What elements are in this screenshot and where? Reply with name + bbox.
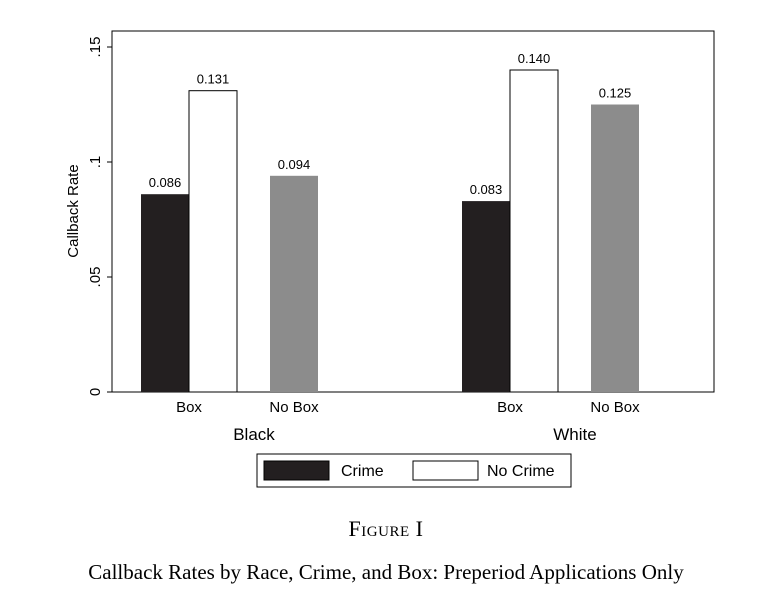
bar [141, 194, 189, 392]
y-tick-label: 0 [87, 388, 104, 396]
y-axis: 0 .05 .1 .15 [87, 37, 112, 396]
figure-title: Callback Rates by Race, Crime, and Box: … [88, 560, 684, 584]
data-label: 0.083 [470, 182, 503, 197]
bar [509, 69, 559, 393]
legend-swatch [263, 460, 330, 481]
figure-label: Figure I [348, 516, 424, 541]
category-label: No Box [590, 399, 640, 416]
bar [462, 201, 510, 392]
bar [188, 90, 238, 393]
y-tick-label: .05 [87, 267, 104, 288]
data-labels: 0.086 0.131 0.094 0.083 0.140 0.125 [149, 51, 632, 197]
legend: Crime No Crime [256, 453, 572, 488]
chart: 0 .05 .1 .15 0.086 0.131 0.094 0.083 0.140 0.125… [65, 30, 715, 488]
data-label: 0.125 [599, 86, 632, 101]
data-label: 0.131 [197, 72, 230, 87]
group-label: White [553, 425, 596, 444]
y-tick-label: .1 [87, 156, 104, 169]
legend-label: No Crime [487, 463, 555, 480]
category-label: Box [176, 399, 202, 416]
group-label: Black [233, 425, 275, 444]
legend-label: Crime [341, 463, 384, 480]
y-axis-label: Callback Rate [65, 164, 82, 257]
data-label: 0.094 [278, 157, 311, 172]
category-label: No Box [269, 399, 319, 416]
y-tick-label: .15 [87, 37, 104, 58]
bar [591, 104, 639, 392]
bars [141, 69, 639, 393]
data-label: 0.140 [518, 51, 551, 66]
legend-swatch [412, 460, 479, 481]
data-label: 0.086 [149, 175, 182, 190]
category-label: Box [497, 399, 523, 416]
category-labels: Box No Box Black Box No Box White [176, 399, 640, 444]
bar [270, 175, 318, 392]
